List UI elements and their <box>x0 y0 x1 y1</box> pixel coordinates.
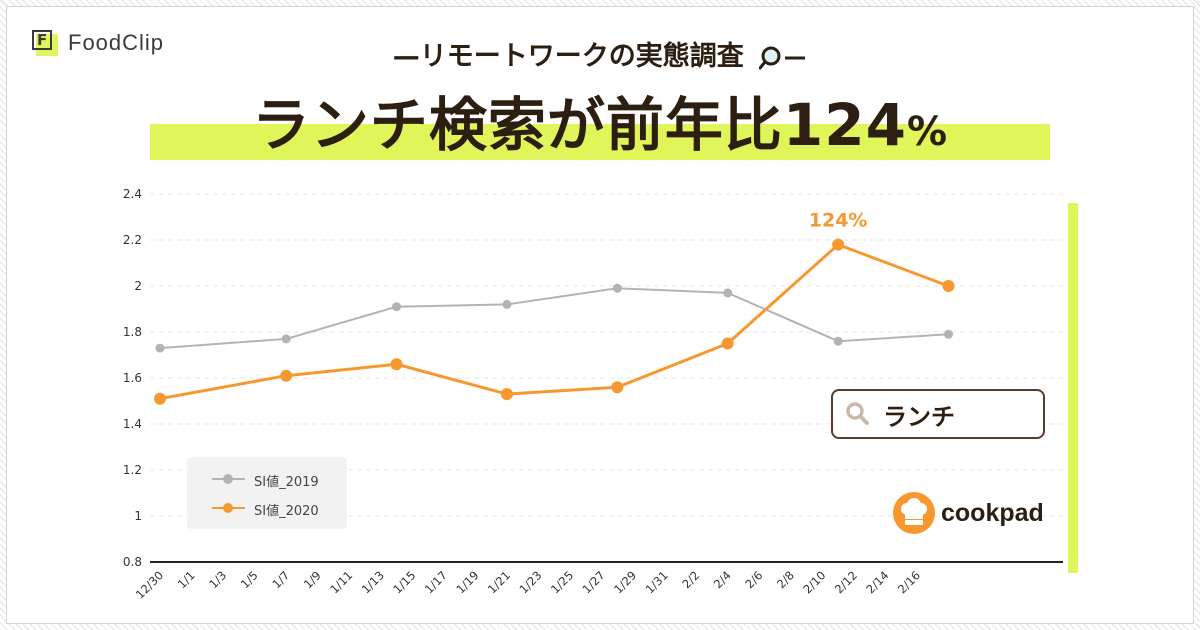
series-line-SI値_2020 <box>159 243 950 401</box>
data-point <box>281 334 291 344</box>
hatch-top <box>0 0 1200 6</box>
x-tick-label: 2/12 <box>832 568 860 596</box>
x-tick-label: 1/23 <box>516 568 544 596</box>
data-point <box>723 288 733 298</box>
legend-item-2020: SI値_2020 <box>187 498 347 519</box>
series-line-SI値_2019 <box>159 287 949 350</box>
x-tick-label: 1/9 <box>301 568 324 591</box>
legend-marker-2019 <box>223 474 233 484</box>
y-tick-label: 2.4 <box>123 187 142 201</box>
x-tick-label: 2/8 <box>774 568 797 591</box>
subtitle-text: —リモートワークの実態調査 <box>392 41 744 72</box>
legend-label-2019: SI値_2019 <box>254 475 319 490</box>
peak-annotation: 124% <box>809 210 868 232</box>
foodclip-logo-icon: F <box>32 30 58 56</box>
y-tick-label: 1.8 <box>123 325 142 339</box>
brand-mark-letter: F <box>37 31 48 49</box>
x-tick-label: 1/15 <box>390 568 418 596</box>
x-tick-label: 1/13 <box>359 568 387 596</box>
legend-marker-2020 <box>223 503 233 513</box>
title-highlight <box>150 124 1050 160</box>
y-tick-label: 1.4 <box>123 417 142 431</box>
data-point <box>390 358 403 371</box>
data-point <box>392 302 402 312</box>
x-tick-labels: 12/30 1/1 1/3 1/5 1/7 1/9 1/11 1/13 1/15 1/17 1/19… <box>133 568 923 601</box>
y-tick-label: 2 <box>134 279 142 293</box>
data-point <box>280 369 293 382</box>
search-icon <box>846 402 869 425</box>
data-point <box>502 299 512 309</box>
chef-hat-icon <box>893 492 935 534</box>
x-tick-label: 2/14 <box>863 568 891 596</box>
magnifier-dash-icon <box>759 46 806 69</box>
series-lines <box>159 243 950 401</box>
legend: SI値_2019 SI値_2020 <box>187 457 347 529</box>
cookpad-logo: cookpad <box>893 492 1044 534</box>
y-tick-label: 0.8 <box>123 555 142 569</box>
data-point <box>611 381 624 394</box>
legend-label-2020: SI値_2020 <box>254 504 319 519</box>
data-point <box>832 238 845 251</box>
subtitle: —リモートワークの実態調査 <box>0 34 1200 73</box>
x-tick-label: 1/31 <box>643 568 671 596</box>
x-tick-label: 1/19 <box>453 568 481 596</box>
hatch-bottom <box>0 624 1200 630</box>
x-tick-label: 1/11 <box>327 568 355 596</box>
x-tick-label: 1/7 <box>269 568 292 591</box>
data-point <box>833 336 843 346</box>
y-tick-labels: 0.8 1 1.2 1.4 1.6 1.8 2 2.2 2.4 <box>123 187 142 569</box>
x-tick-label: 2/6 <box>742 568 765 591</box>
x-tick-label: 2/10 <box>800 568 828 596</box>
series-points <box>154 238 955 405</box>
data-point <box>500 388 513 401</box>
x-tick-label: 1/3 <box>206 568 229 591</box>
data-point <box>942 280 955 292</box>
y-tick-label: 1.6 <box>123 371 142 385</box>
x-tick-label: 1/17 <box>422 568 450 596</box>
search-box: ランチ <box>831 389 1045 439</box>
x-tick-label: 12/30 <box>133 568 166 601</box>
search-text: ランチ <box>883 402 955 431</box>
data-point <box>721 337 734 350</box>
title: ランチ検索が前年比124% <box>0 78 1200 162</box>
data-point <box>154 392 166 405</box>
data-point <box>944 329 953 339</box>
x-tick-label: 1/21 <box>485 568 513 596</box>
hatch-right <box>1194 0 1200 630</box>
x-tick-label: 1/5 <box>238 568 261 591</box>
brand-name: FoodClip <box>68 30 165 55</box>
data-point <box>612 283 622 293</box>
y-tick-label: 1 <box>134 509 142 523</box>
y-tick-label: 1.2 <box>123 463 142 477</box>
y-tick-label: 2.2 <box>123 233 142 247</box>
x-tick-label: 1/1 <box>175 568 198 591</box>
x-tick-label: 2/4 <box>711 568 734 591</box>
legend-item-2019: SI値_2019 <box>187 469 347 490</box>
x-tick-label: 1/27 <box>580 568 608 596</box>
frame-border <box>6 6 1194 624</box>
brand-logo: F FoodClip <box>32 30 164 56</box>
cookpad-name: cookpad <box>941 498 1044 527</box>
data-point <box>155 343 165 353</box>
chart-accent-bar <box>1068 203 1078 573</box>
title-main: ランチ検索が前年比124 <box>251 91 907 159</box>
x-tick-label: 2/16 <box>895 568 923 596</box>
x-tick-label: 1/25 <box>548 568 576 596</box>
hatch-left <box>0 0 6 630</box>
x-tick-label: 2/2 <box>679 568 702 591</box>
title-percent: % <box>907 109 949 155</box>
x-tick-label: 1/29 <box>611 568 639 596</box>
